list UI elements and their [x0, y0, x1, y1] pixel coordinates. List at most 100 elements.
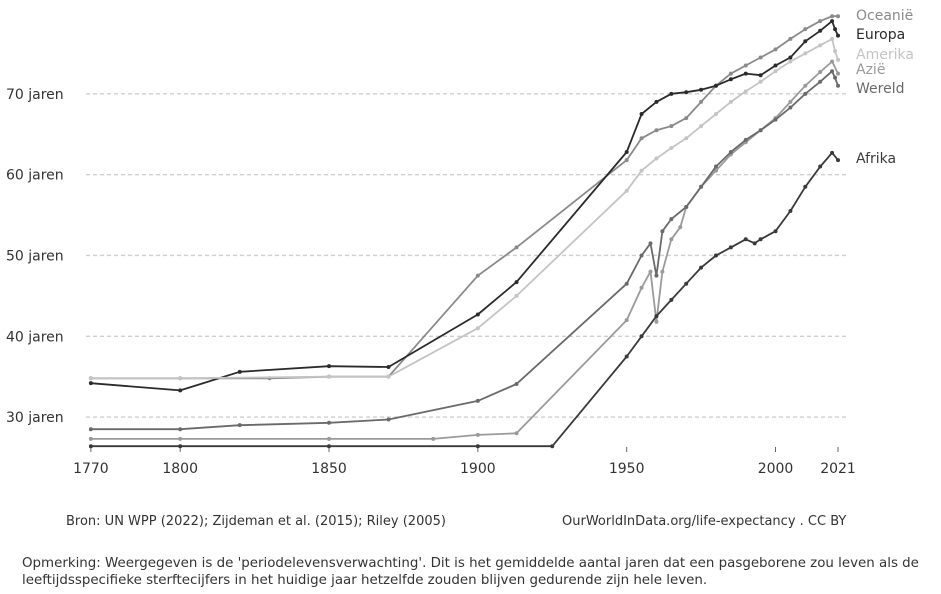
data-point: [514, 381, 519, 386]
data-point: [743, 89, 748, 94]
data-point: [237, 423, 242, 428]
data-point: [818, 69, 823, 74]
data-point: [654, 273, 659, 278]
series-label: Afrika: [856, 151, 896, 167]
x-tick-label: 1800: [162, 461, 198, 477]
data-point: [788, 105, 793, 110]
data-point: [699, 99, 704, 104]
data-point: [728, 77, 733, 82]
x-tick-label: 2000: [758, 461, 794, 477]
data-point: [818, 43, 823, 48]
data-point: [758, 79, 763, 84]
data-point: [475, 444, 480, 449]
data-point: [699, 184, 704, 189]
x-axis: 1770 1800 1850 1900 1950 2000 2021: [73, 447, 856, 477]
data-point: [803, 91, 808, 96]
data-point: [327, 436, 332, 441]
data-point: [684, 90, 689, 95]
x-tick-label: 1770: [73, 461, 109, 477]
x-tick-label: 2021: [820, 461, 856, 477]
x-tick-label: 1850: [311, 461, 347, 477]
data-point: [327, 420, 332, 425]
data-point: [178, 444, 183, 449]
line-chart: 30 jaren 40 jaren 50 jaren 60 jaren 70 jaren…: [6, 8, 914, 477]
data-point: [624, 354, 629, 359]
series-label: Wereld: [856, 81, 904, 97]
series-line: [90, 15, 838, 380]
data-point: [624, 188, 629, 193]
data-point: [713, 168, 718, 173]
data-point: [788, 55, 793, 60]
source-citation: Bron: UN WPP (2022); Zijdeman et al. (20…: [66, 514, 446, 529]
data-point: [836, 33, 841, 38]
data-point: [830, 19, 835, 24]
data-point: [669, 91, 674, 96]
data-point: [639, 285, 644, 290]
data-point: [178, 427, 183, 432]
data-point: [386, 364, 391, 369]
data-point: [88, 427, 93, 432]
data-point: [88, 381, 93, 386]
series-line: [90, 70, 839, 431]
data-point: [803, 51, 808, 56]
data-point: [728, 245, 733, 250]
y-tick-label: 30 jaren: [6, 410, 64, 426]
data-point: [818, 28, 823, 33]
data-point: [514, 431, 519, 436]
data-point: [431, 436, 436, 441]
data-point: [624, 281, 629, 286]
data-point: [639, 334, 644, 339]
data-point: [514, 280, 519, 285]
data-point: [830, 59, 835, 64]
data-point: [836, 14, 841, 19]
data-point: [669, 217, 674, 222]
data-point: [639, 112, 644, 117]
data-point: [713, 164, 718, 169]
data-point: [639, 168, 644, 173]
data-point: [654, 314, 659, 319]
data-point: [237, 369, 242, 374]
data-point: [818, 164, 823, 169]
data-point: [475, 273, 480, 278]
data-point: [639, 136, 644, 141]
data-point: [178, 436, 183, 441]
data-point: [713, 253, 718, 258]
data-point: [699, 87, 704, 92]
data-point: [773, 47, 778, 52]
data-point: [788, 99, 793, 104]
data-point: [669, 124, 674, 129]
x-tick-label: 1900: [460, 461, 496, 477]
data-point: [833, 27, 838, 32]
data-point: [743, 237, 748, 242]
data-point: [178, 388, 183, 393]
grid-lines: [86, 93, 846, 418]
series-label: Amerika: [856, 47, 914, 63]
data-point: [639, 253, 644, 258]
data-point: [836, 83, 841, 88]
data-point: [475, 432, 480, 437]
data-point: [788, 36, 793, 41]
data-point: [660, 269, 665, 274]
data-point: [654, 128, 659, 133]
data-point: [758, 128, 763, 133]
footnote: Opmerking: Weergegeven is de 'periodelev…: [22, 556, 919, 588]
data-point: [88, 444, 93, 449]
data-point: [660, 229, 665, 234]
data-point: [830, 14, 835, 19]
x-tick-label: 1950: [609, 461, 645, 477]
data-point: [758, 73, 763, 78]
series-group: [88, 14, 841, 449]
data-point: [758, 55, 763, 60]
data-point: [475, 312, 480, 317]
series-label: Europa: [856, 27, 905, 43]
data-point: [654, 319, 659, 324]
data-point: [88, 376, 93, 381]
data-point: [713, 83, 718, 88]
data-point: [624, 318, 629, 323]
data-point: [648, 241, 653, 246]
data-point: [475, 398, 480, 403]
data-point: [550, 444, 555, 449]
data-point: [648, 269, 653, 274]
data-point: [803, 39, 808, 44]
